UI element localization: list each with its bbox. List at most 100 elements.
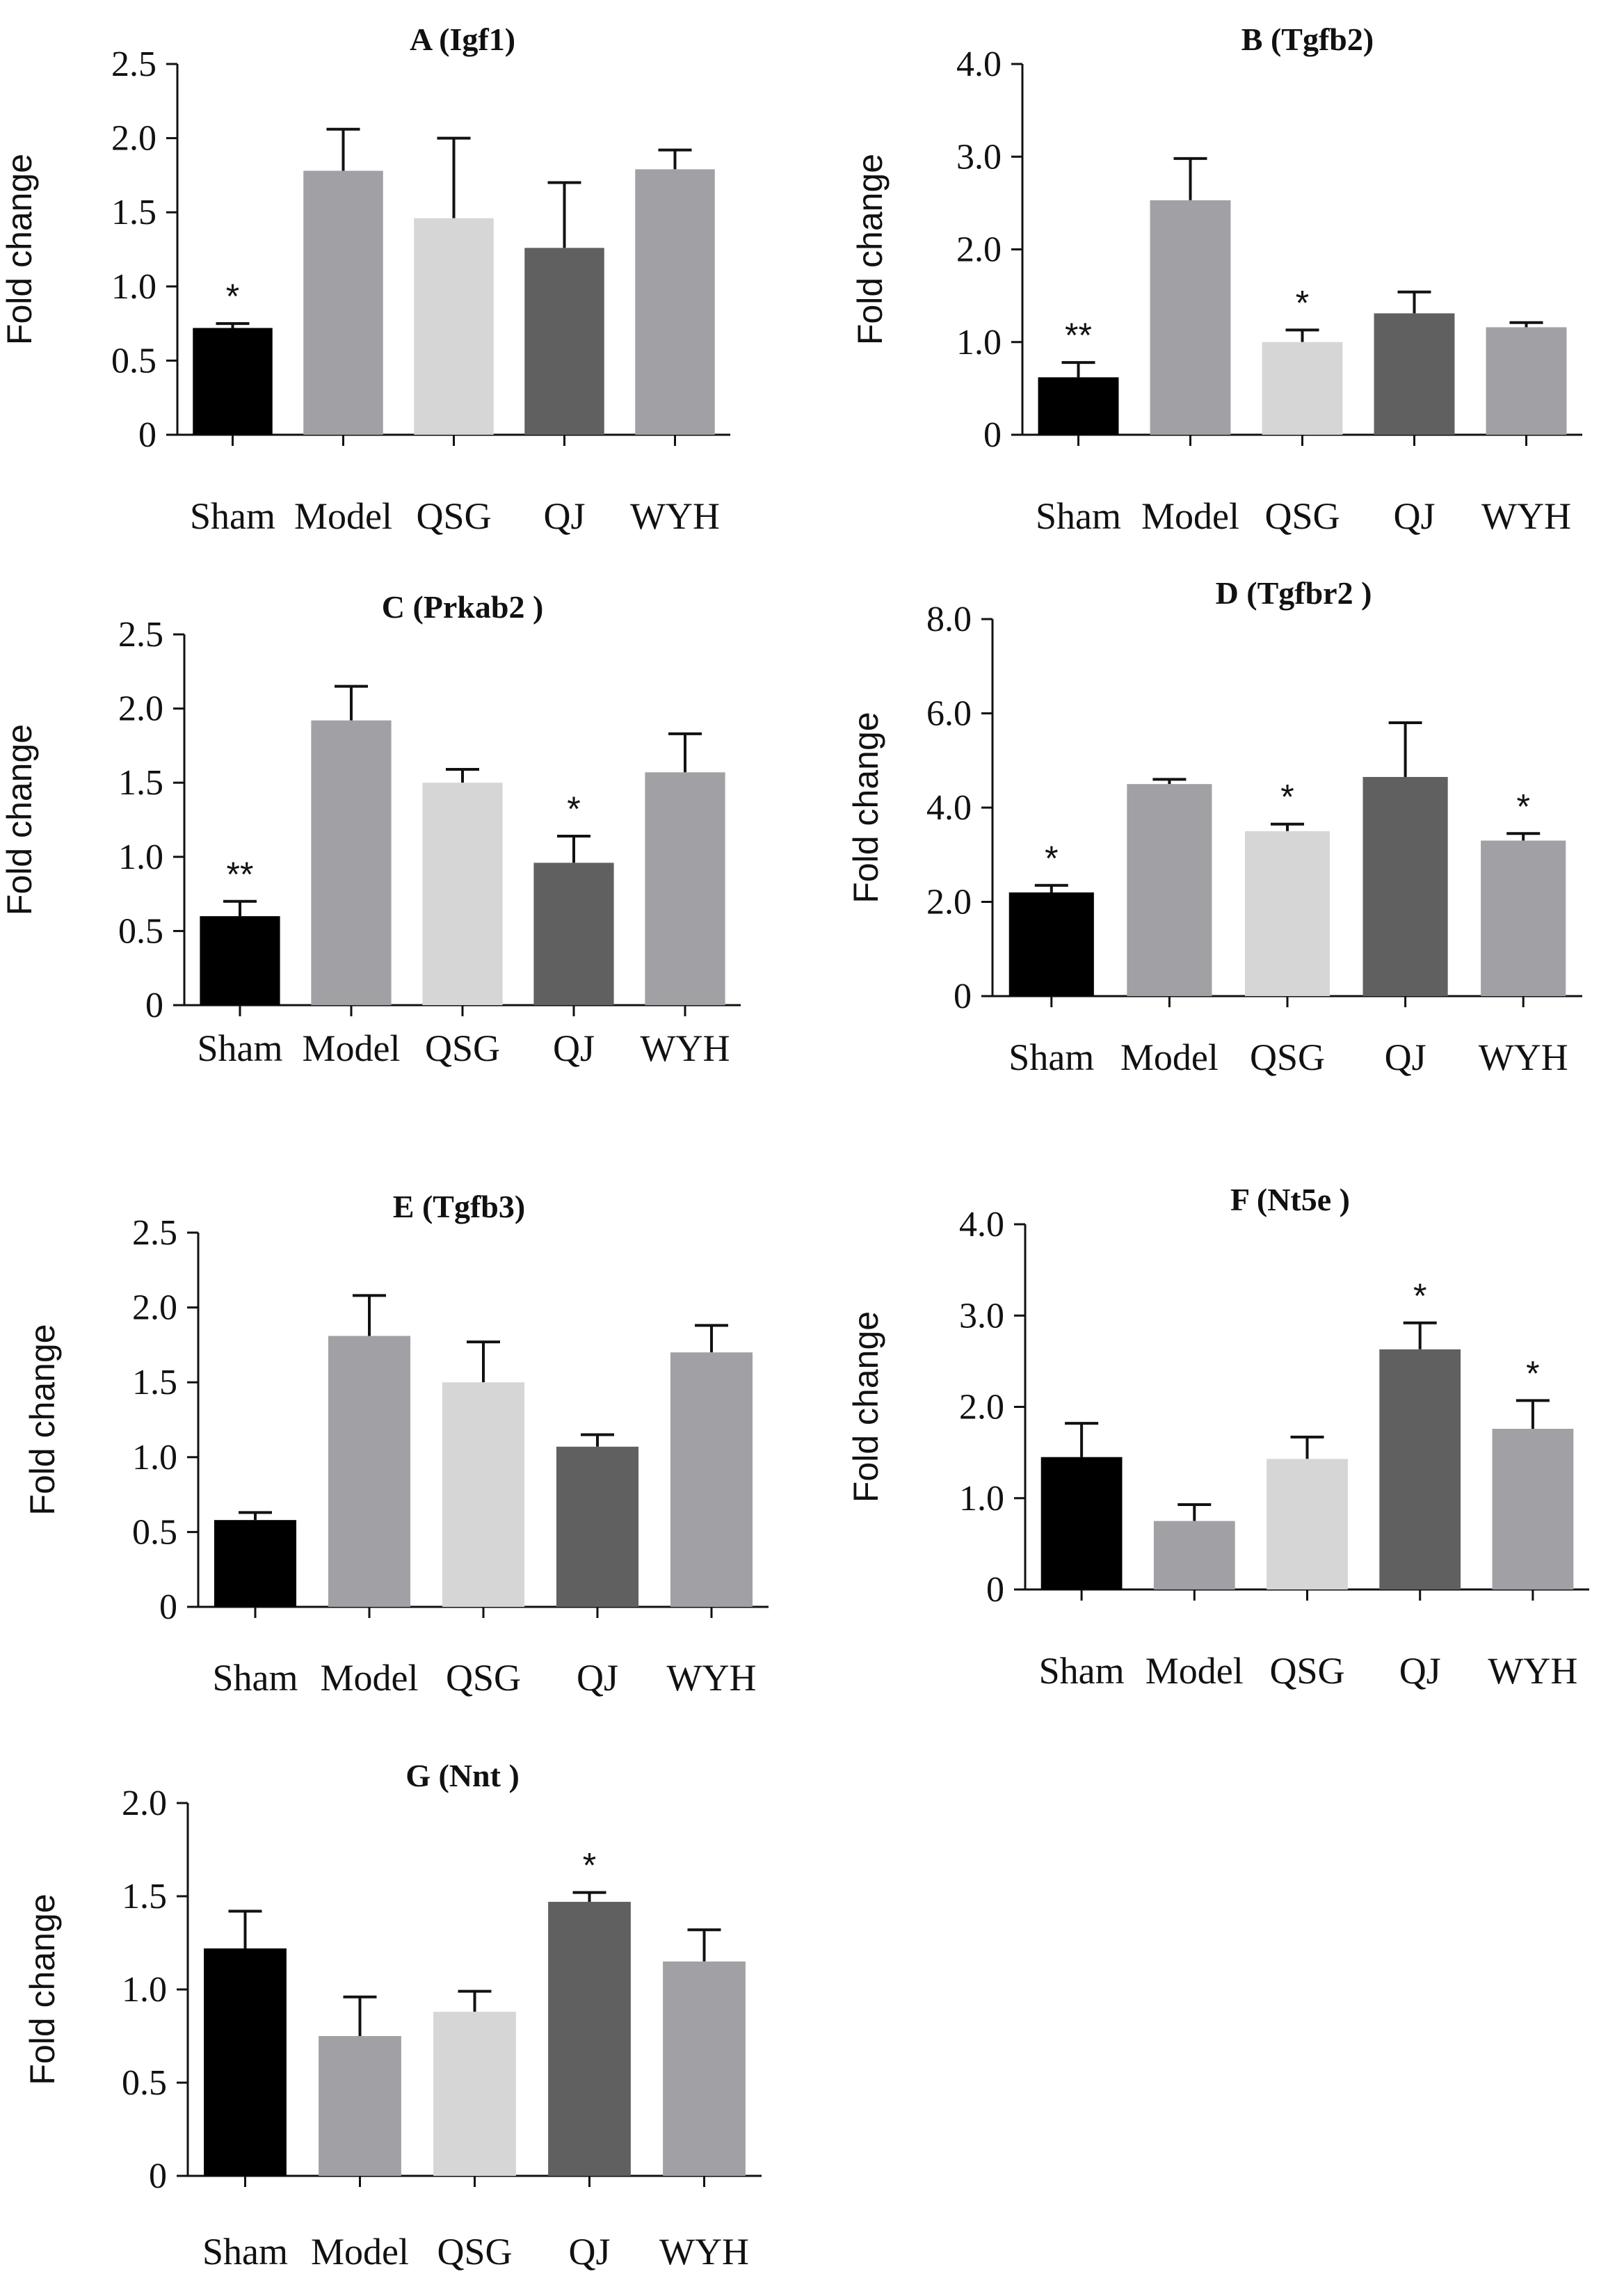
bar-a-qsg [414, 218, 494, 435]
y-tick-label-g: 2.0 [122, 1784, 167, 1823]
chart-panel-f: F (Nt5e ) Fold change 0 1.0 2.0 3.0 4.0 Sham Mod… [846, 1182, 1589, 1692]
y-tick-label-b: 3.0 [956, 137, 1002, 177]
bar-d-qsg [1244, 831, 1330, 996]
x-category-label-c-sham: Sham [197, 1027, 282, 1069]
y-axis-title-g: Fold change [23, 1893, 62, 2085]
chart-panel-e: E (Tgfb3) Fold change 0 0.5 1.0 1.5 2.0 2.5 Sham… [23, 1189, 769, 1699]
y-tick-label-d: 8.0 [926, 600, 972, 639]
bar-f-qsg [1267, 1459, 1348, 1589]
significance-marker-a-sham: * [226, 277, 239, 316]
x-category-label-b-sham: Sham [1036, 495, 1121, 537]
x-category-label-b-wyh: WYH [1481, 495, 1571, 537]
significance-marker-b-sham: ** [1065, 316, 1092, 355]
bar-b-wyh [1486, 327, 1567, 435]
x-category-label-c-qj: QJ [553, 1027, 595, 1069]
significance-marker-g-qj: * [583, 1846, 596, 1885]
y-tick-label-b: 2.0 [956, 230, 1002, 270]
chart-title-e: E (Tgfb3) [393, 1189, 525, 1224]
bar-e-qsg [442, 1382, 525, 1607]
x-category-label-g-model: Model [311, 2231, 409, 2273]
y-tick-label-a: 2.5 [111, 45, 156, 84]
x-category-label-e-wyh: WYH [667, 1657, 757, 1699]
bar-b-qj [1374, 313, 1455, 435]
x-category-label-d-qj: QJ [1385, 1036, 1426, 1078]
bar-g-model [319, 2036, 401, 2176]
bar-e-wyh [670, 1352, 753, 1607]
y-tick-label-c: 2.5 [118, 615, 163, 655]
x-category-label-c-qsg: QSG [425, 1027, 500, 1069]
x-category-label-d-qsg: QSG [1250, 1036, 1325, 1078]
y-tick-label-a: 0.5 [111, 341, 156, 380]
y-tick-label-c: 0.5 [118, 911, 163, 951]
y-tick-label-e: 1.5 [132, 1363, 177, 1402]
bar-f-model [1153, 1521, 1235, 1589]
y-tick-label-d: 0 [954, 977, 972, 1016]
chart-panel-d: D (Tgfbr2 ) Fold change 0 2.0 4.0 6.0 8.0 * Sham… [846, 575, 1582, 1078]
y-tick-label-c: 0 [145, 986, 163, 1025]
chart-title-d: D (Tgfbr2 ) [1216, 575, 1372, 611]
bar-a-qj [524, 248, 604, 435]
y-tick-label-d: 6.0 [926, 694, 972, 734]
chart-title-a: A (Igf1) [410, 22, 515, 57]
chart-title-g: G (Nnt ) [405, 1758, 520, 1793]
bar-f-sham [1040, 1457, 1123, 1589]
bar-e-model [328, 1336, 411, 1607]
y-axis-title-f: Fold change [846, 1311, 885, 1503]
x-category-label-e-qsg: QSG [446, 1657, 521, 1699]
y-tick-label-c: 1.5 [118, 763, 163, 803]
bar-a-sham [193, 328, 273, 435]
bar-e-sham [214, 1520, 297, 1607]
x-category-label-b-qj: QJ [1393, 495, 1435, 537]
x-category-label-g-wyh: WYH [659, 2231, 749, 2273]
y-tick-label-a: 2.0 [111, 119, 156, 159]
x-category-label-d-wyh: WYH [1479, 1036, 1568, 1078]
bar-d-qj [1362, 776, 1448, 996]
x-category-label-e-model: Model [321, 1657, 419, 1699]
y-tick-label-a: 1.5 [111, 193, 156, 232]
y-tick-label-c: 2.0 [118, 689, 163, 729]
bar-g-qsg [433, 2012, 516, 2176]
bar-c-qsg [422, 783, 503, 1005]
y-tick-label-e: 2.0 [132, 1288, 177, 1328]
x-category-label-f-model: Model [1145, 1650, 1244, 1692]
bar-g-sham [204, 1948, 287, 2176]
x-category-label-a-qj: QJ [543, 495, 585, 537]
x-category-label-a-model: Model [294, 495, 392, 537]
x-category-label-c-model: Model [303, 1027, 401, 1069]
y-tick-label-f: 3.0 [959, 1296, 1004, 1336]
y-axis-title-c: Fold change [0, 724, 39, 915]
significance-marker-d-sham: * [1045, 839, 1058, 878]
y-axis-title-a: Fold change [0, 154, 39, 345]
bar-b-sham [1038, 377, 1119, 435]
y-tick-label-f: 0 [986, 1570, 1004, 1610]
y-tick-label-b: 1.0 [956, 323, 1002, 362]
significance-marker-c-qj: * [567, 790, 580, 828]
x-category-label-a-wyh: WYH [630, 495, 720, 537]
y-axis-title-d: Fold change [846, 712, 885, 903]
x-category-label-g-qsg: QSG [437, 2231, 512, 2273]
bar-b-model [1150, 200, 1231, 435]
x-category-label-a-qsg: QSG [416, 495, 491, 537]
chart-title-c: C (Prkab2 ) [382, 589, 544, 625]
y-tick-label-f: 4.0 [959, 1205, 1004, 1244]
bar-a-model [303, 170, 383, 435]
bar-g-wyh [663, 1961, 746, 2176]
x-category-label-b-qsg: QSG [1264, 495, 1340, 537]
x-category-label-b-model: Model [1141, 495, 1239, 537]
significance-marker-f-wyh: * [1526, 1354, 1539, 1393]
bar-c-model [311, 720, 392, 1005]
bar-c-sham [200, 916, 280, 1005]
y-tick-label-e: 0.5 [132, 1512, 177, 1552]
x-category-label-d-model: Model [1120, 1036, 1219, 1078]
y-tick-label-g: 1.5 [122, 1877, 167, 1916]
y-tick-label-f: 1.0 [959, 1479, 1004, 1519]
x-category-label-f-qj: QJ [1399, 1650, 1441, 1692]
significance-marker-c-sham: ** [227, 855, 254, 894]
y-tick-label-g: 0 [149, 2156, 167, 2196]
y-tick-label-d: 2.0 [926, 883, 972, 922]
bar-d-sham [1008, 892, 1094, 996]
chart-panel-c: C (Prkab2 )Fold change00.51.01.52.02.5**… [0, 589, 741, 1069]
chart-panel-b: B (Tgfb2) Fold change 0 1.0 2.0 3.0 4.0 ** Sham M… [851, 22, 1582, 537]
bar-g-qj [548, 1902, 631, 2176]
bar-d-model [1127, 784, 1212, 996]
